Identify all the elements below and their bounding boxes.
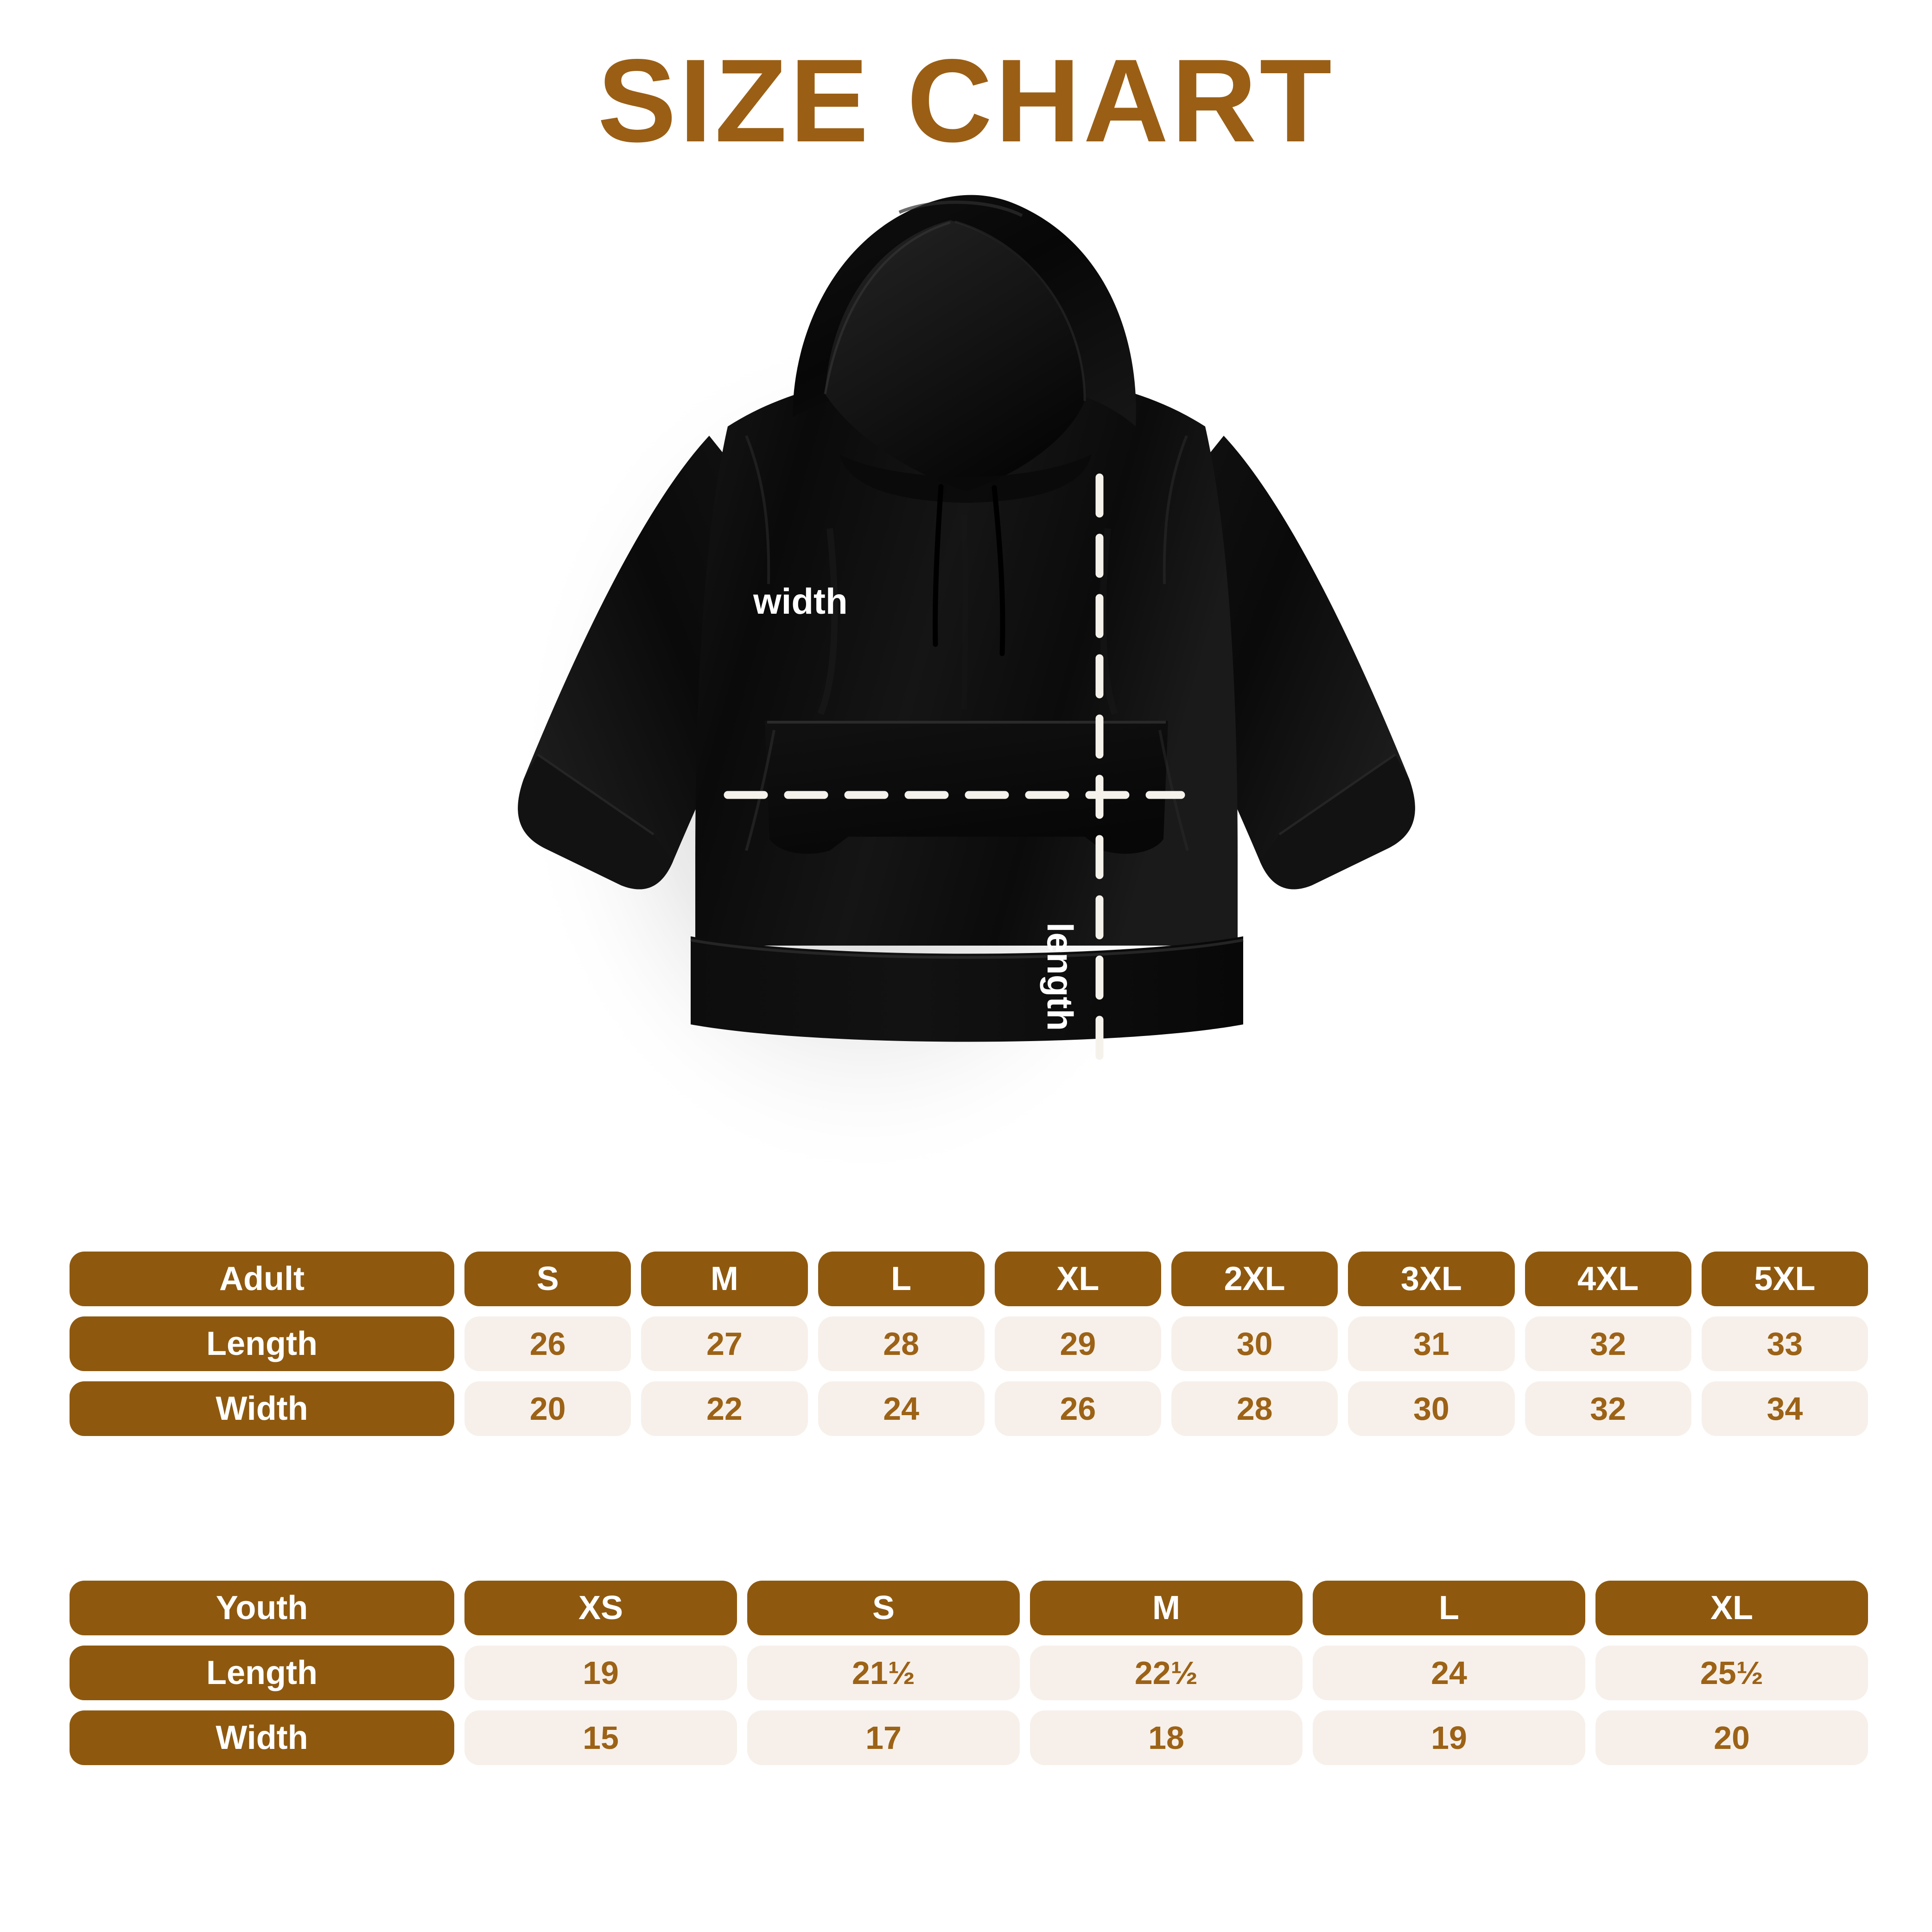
youth-size-xs[interactable]: XS bbox=[464, 1581, 737, 1635]
adult-width-m: 22 bbox=[641, 1381, 808, 1436]
adult-length-label: Length bbox=[70, 1316, 454, 1371]
youth-width-xs: 15 bbox=[464, 1710, 737, 1765]
left-shoulder-seam bbox=[745, 435, 770, 585]
youth-header-row: Youth XS S M L XL bbox=[70, 1581, 1868, 1635]
youth-length-l: 24 bbox=[1313, 1646, 1585, 1700]
adult-size-2xl[interactable]: 2XL bbox=[1171, 1252, 1338, 1306]
youth-length-m: 22½ bbox=[1030, 1646, 1303, 1700]
adult-size-m[interactable]: M bbox=[641, 1252, 808, 1306]
adult-length-m: 27 bbox=[641, 1316, 808, 1371]
hood-edge-left bbox=[824, 221, 951, 394]
adult-header-row: Adult S M L XL 2XL 3XL 4XL 5XL bbox=[70, 1252, 1868, 1306]
neckband bbox=[839, 454, 1092, 503]
youth-width-row: Width 15 17 18 19 20 bbox=[70, 1710, 1868, 1765]
youth-width-label: Width bbox=[70, 1710, 454, 1765]
adult-size-5xl[interactable]: 5XL bbox=[1701, 1252, 1868, 1306]
adult-length-4xl: 32 bbox=[1525, 1316, 1691, 1371]
hood-gather bbox=[898, 200, 1023, 217]
right-cuff bbox=[1260, 755, 1415, 890]
adult-size-4xl[interactable]: 4XL bbox=[1525, 1252, 1691, 1306]
adult-length-2xl: 30 bbox=[1171, 1316, 1338, 1371]
adult-length-l: 28 bbox=[818, 1316, 985, 1371]
fold-3 bbox=[961, 514, 968, 710]
kangaroo-pocket bbox=[765, 721, 1168, 854]
fold-2 bbox=[1099, 528, 1118, 715]
page-title: SIZE CHART bbox=[597, 35, 1335, 167]
adult-size-s[interactable]: S bbox=[464, 1252, 631, 1306]
right-shoulder-seam bbox=[1163, 435, 1188, 585]
youth-width-m: 18 bbox=[1030, 1710, 1303, 1765]
youth-length-xl: 25½ bbox=[1595, 1646, 1868, 1700]
left-cuff bbox=[518, 755, 673, 890]
youth-width-s: 17 bbox=[747, 1710, 1020, 1765]
youth-length-s: 21½ bbox=[747, 1646, 1020, 1700]
adult-size-table: Adult S M L XL 2XL 3XL 4XL 5XL Length 26… bbox=[70, 1252, 1868, 1446]
hoodie-illustration bbox=[468, 176, 1465, 1219]
adult-size-l[interactable]: L bbox=[818, 1252, 985, 1306]
adult-width-row: Width 20 22 24 26 28 30 32 34 bbox=[70, 1381, 1868, 1436]
adult-width-2xl: 28 bbox=[1171, 1381, 1338, 1436]
adult-length-xl: 29 bbox=[994, 1316, 1161, 1371]
hoodie-svg bbox=[515, 195, 1415, 1187]
youth-size-xl[interactable]: XL bbox=[1595, 1581, 1868, 1635]
adult-length-5xl: 33 bbox=[1701, 1316, 1868, 1371]
adult-size-3xl[interactable]: 3XL bbox=[1348, 1252, 1515, 1306]
youth-size-table: Youth XS S M L XL Length 19 21½ 22½ 24 2… bbox=[70, 1581, 1868, 1775]
length-label: length bbox=[1040, 922, 1080, 1031]
adult-length-row: Length 26 27 28 29 30 31 32 33 bbox=[70, 1316, 1868, 1371]
youth-length-xs: 19 bbox=[464, 1646, 737, 1700]
right-cuff-seam bbox=[1278, 753, 1396, 836]
youth-size-m[interactable]: M bbox=[1030, 1581, 1303, 1635]
drawstring-left bbox=[933, 484, 944, 647]
youth-length-row: Length 19 21½ 22½ 24 25½ bbox=[70, 1646, 1868, 1700]
hem-band bbox=[691, 936, 1243, 1042]
hood-edge-right bbox=[954, 220, 1086, 401]
adult-width-3xl: 30 bbox=[1348, 1381, 1515, 1436]
adult-width-4xl: 32 bbox=[1525, 1381, 1691, 1436]
width-label: width bbox=[753, 581, 848, 622]
adult-width-s: 20 bbox=[464, 1381, 631, 1436]
youth-width-l: 19 bbox=[1313, 1710, 1585, 1765]
adult-size-xl[interactable]: XL bbox=[994, 1252, 1161, 1306]
youth-length-label: Length bbox=[70, 1646, 454, 1700]
left-cuff-seam bbox=[537, 753, 655, 836]
adult-length-s: 26 bbox=[464, 1316, 631, 1371]
adult-length-3xl: 31 bbox=[1348, 1316, 1515, 1371]
adult-width-xl: 26 bbox=[994, 1381, 1161, 1436]
youth-size-s[interactable]: S bbox=[747, 1581, 1020, 1635]
youth-width-xl: 20 bbox=[1595, 1710, 1868, 1765]
youth-size-l[interactable]: L bbox=[1313, 1581, 1585, 1635]
adult-width-l: 24 bbox=[818, 1381, 985, 1436]
adult-header-label: Adult bbox=[70, 1252, 454, 1306]
hem-seam bbox=[690, 939, 1244, 959]
drawstring-right bbox=[991, 485, 1005, 656]
youth-header-label: Youth bbox=[70, 1581, 454, 1635]
adult-width-label: Width bbox=[70, 1381, 454, 1436]
adult-width-5xl: 34 bbox=[1701, 1381, 1868, 1436]
hood-inner bbox=[825, 220, 1085, 491]
fold-1 bbox=[817, 528, 838, 715]
